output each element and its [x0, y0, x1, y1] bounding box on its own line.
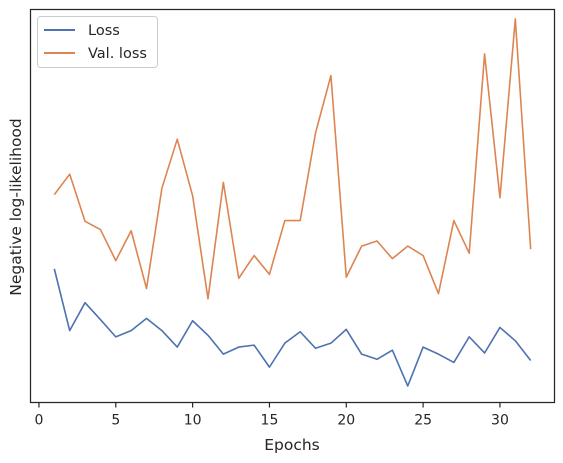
- x-tick-label: 5: [111, 413, 120, 429]
- legend-label-loss: Loss: [88, 23, 120, 39]
- series-layer: [53, 18, 532, 387]
- x-tick-label: 20: [337, 413, 355, 429]
- legend: Loss Val. loss: [37, 16, 158, 68]
- x-tick-label: 30: [491, 413, 509, 429]
- x-axis-label: Epochs: [264, 436, 320, 454]
- series-line-loss: [53, 268, 532, 387]
- x-tick-label: 0: [34, 413, 43, 429]
- y-axis-label: Negative log-likelihood: [7, 118, 25, 296]
- x-axis-ticks: 0 5 10 15 20 25 30: [34, 402, 509, 429]
- x-tick-label: 15: [261, 413, 279, 429]
- x-tick-label: 10: [184, 413, 202, 429]
- series-line-val-loss: [53, 18, 532, 300]
- x-tick-label: 25: [414, 413, 432, 429]
- legend-label-val-loss: Val. loss: [88, 46, 147, 62]
